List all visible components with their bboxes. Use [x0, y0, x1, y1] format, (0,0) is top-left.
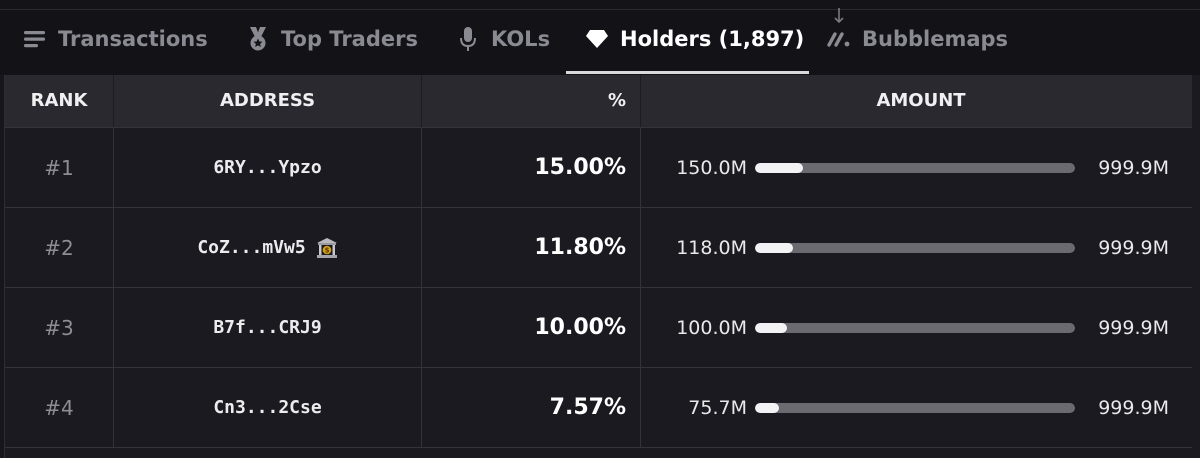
svg-text:$: $ — [324, 246, 329, 254]
amount-cell: 100.0M 999.9M — [641, 288, 1200, 367]
tab-bar-top-strip — [0, 0, 1200, 10]
tab-top-traders-label: Top Traders — [281, 27, 418, 51]
amount-value: 150.0M — [676, 156, 747, 179]
amount-max: 999.9M — [1098, 316, 1169, 339]
holding-bar — [755, 163, 1075, 173]
header-rank[interactable]: RANK — [5, 75, 114, 127]
rank-cell: #1 — [5, 128, 114, 207]
scrollbar-track[interactable] — [1192, 75, 1200, 458]
percent-cell: 11.80% — [422, 208, 641, 287]
tab-kols-label: KOLs — [491, 27, 551, 51]
address-cell[interactable]: CoZ...mVw5 $ — [114, 208, 422, 287]
medal-icon — [245, 26, 271, 52]
address-cell[interactable]: 6RY...Ypzo — [114, 128, 422, 207]
active-tab-indicator — [566, 71, 809, 74]
table-row[interactable]: #1 6RY...Ypzo 15.00% 150.0M 999.9M — [5, 127, 1200, 207]
diamond-icon — [584, 26, 610, 52]
amount-max: 999.9M — [1098, 236, 1169, 259]
rank-cell: #2 — [5, 208, 114, 287]
amount-cell: 118.0M 999.9M — [641, 208, 1200, 287]
holding-bar-fill — [755, 163, 803, 173]
holding-bar — [755, 323, 1075, 333]
header-address[interactable]: ADDRESS — [114, 75, 422, 127]
tab-bubblemaps[interactable]: Bubblemaps — [826, 14, 1008, 64]
arrow-down-icon — [834, 8, 844, 24]
table-row[interactable]: #2 CoZ...mVw5 $ 11.80% 118.0M 999.9M — [5, 207, 1200, 287]
tab-holders[interactable]: Holders (1,897) — [584, 14, 804, 64]
address-cell[interactable]: Cn3...2Cse — [114, 368, 422, 447]
microphone-icon — [455, 26, 481, 52]
tab-bar: Transactions Top Traders KOLs Holders (1… — [0, 0, 1200, 75]
amount-value: 118.0M — [676, 236, 747, 259]
address-link[interactable]: 6RY...Ypzo — [213, 157, 322, 178]
tab-kols[interactable]: KOLs — [455, 14, 550, 64]
amount-value: 100.0M — [676, 316, 747, 339]
address-link[interactable]: B7f...CRJ9 — [213, 317, 322, 338]
table-row[interactable]: #4 Cn3...2Cse 7.57% 75.7M 999.9M — [5, 367, 1200, 447]
rank-cell: #4 — [5, 368, 114, 447]
tab-bubblemaps-label: Bubblemaps — [862, 27, 1009, 51]
table-row[interactable]: #3 B7f...CRJ9 10.00% 100.0M 999.9M — [5, 287, 1200, 367]
tab-holders-label: Holders (1,897) — [620, 27, 805, 51]
holding-bar-fill — [755, 403, 780, 413]
amount-cell: 75.7M 999.9M — [641, 368, 1200, 447]
tab-transactions-label: Transactions — [58, 27, 208, 51]
bubblemaps-icon — [826, 26, 852, 52]
holding-bar-fill — [755, 243, 793, 253]
amount-value: 75.7M — [688, 396, 747, 419]
amount-cell: 150.0M 999.9M — [641, 128, 1200, 207]
address-link[interactable]: CoZ...mVw5 — [197, 237, 306, 258]
percent-cell: 7.57% — [422, 368, 641, 447]
list-icon — [22, 26, 48, 52]
header-percent[interactable]: % — [422, 75, 641, 127]
address-link[interactable]: Cn3...2Cse — [213, 397, 322, 418]
tab-transactions[interactable]: Transactions — [22, 14, 208, 64]
tab-top-traders[interactable]: Top Traders — [245, 14, 418, 64]
table-header: RANK ADDRESS % AMOUNT — [5, 75, 1200, 127]
holding-bar — [755, 243, 1075, 253]
rank-cell: #3 — [5, 288, 114, 367]
amount-max: 999.9M — [1098, 396, 1169, 419]
holding-bar-fill — [755, 323, 787, 333]
bank-icon: $ — [316, 237, 337, 258]
holders-table: RANK ADDRESS % AMOUNT #1 6RY...Ypzo 15.0… — [4, 75, 1200, 458]
address-cell[interactable]: B7f...CRJ9 — [114, 288, 422, 367]
header-amount[interactable]: AMOUNT — [876, 90, 966, 111]
table-row-partial — [5, 447, 1200, 458]
percent-cell: 15.00% — [422, 128, 641, 207]
amount-max: 999.9M — [1098, 156, 1169, 179]
percent-cell: 10.00% — [422, 288, 641, 367]
holding-bar — [755, 403, 1075, 413]
